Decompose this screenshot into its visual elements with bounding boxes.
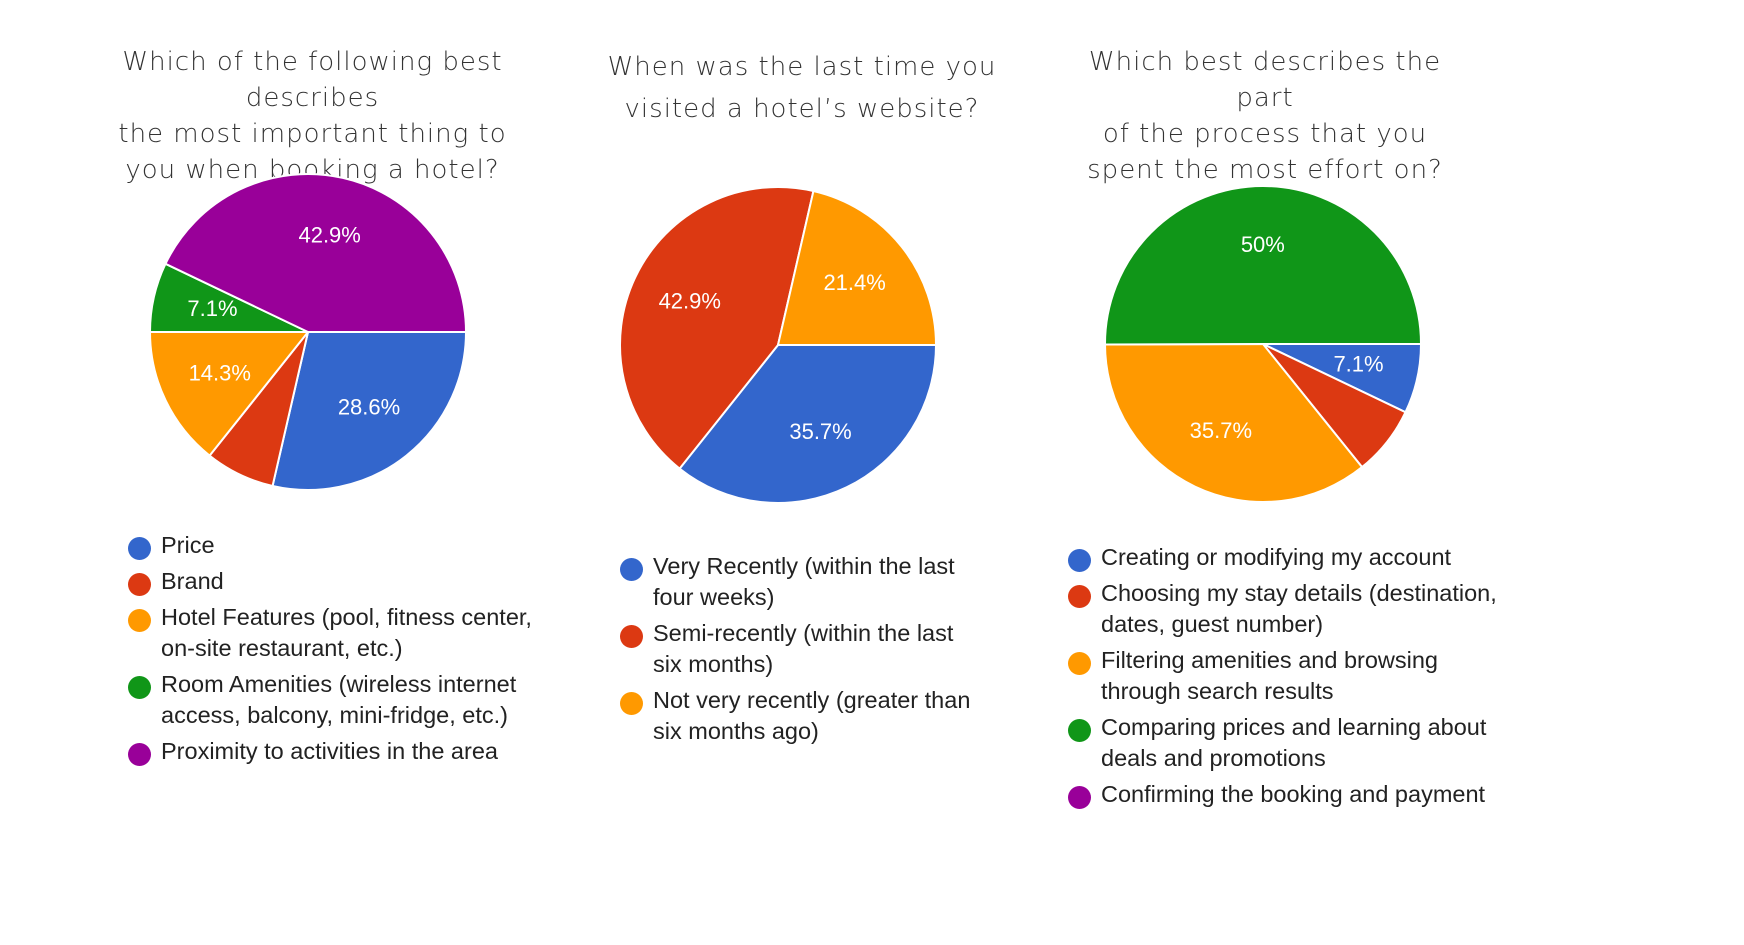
slice-value-label-not-very-recently-greater-than-six-month: 21.4% xyxy=(823,270,885,295)
legend-label: Creating or modifying my account xyxy=(1101,544,1452,570)
legend-swatch xyxy=(1068,585,1091,608)
legend-label: Price xyxy=(161,532,215,558)
legend-label: Room Amenities (wireless internet access… xyxy=(161,671,517,728)
chart-panel-3: Which best describes the part of the pro… xyxy=(1010,0,1744,945)
slice-value-label-comparing-prices-and-learning-about-deal: 50% xyxy=(1241,232,1285,257)
legend-swatch xyxy=(128,676,151,699)
slice-value-label-very-recently-within-the-last-four-weeks: 35.7% xyxy=(789,419,851,444)
legend-label: Not very recently (greater than six mont… xyxy=(653,687,971,744)
legend-swatch xyxy=(128,573,151,596)
legend-label: Filtering amenities and browsing through… xyxy=(1101,647,1438,704)
pie-slice-semi-recently-within-the-last-six-months xyxy=(619,186,815,471)
chart-legend: Creating or modifying my account Choosing… xyxy=(1068,542,1498,815)
chart-panel-2: When was the last time you visited a hot… xyxy=(600,0,1010,945)
legend-item: Comparing prices and learning about deal… xyxy=(1068,712,1498,774)
pie-slice-proximity-to-activities-in-the-area xyxy=(164,173,468,333)
legend-swatch xyxy=(1068,652,1091,675)
slice-value-label-proximity-to-activities-in-the-area: 42.9% xyxy=(298,222,360,247)
legend-swatch xyxy=(1068,786,1091,809)
slice-value-label-hotel-features-pool-fitness-center-on-si: 14.3% xyxy=(189,360,251,385)
pie-slice-filtering-amenities-and-browsing-through xyxy=(1103,342,1364,503)
legend-item: Choosing my stay details (destination, d… xyxy=(1068,578,1498,640)
legend-swatch xyxy=(620,625,643,648)
pie-slice-hotel-features-pool-fitness-center-on-si xyxy=(148,331,311,458)
slice-value-label-creating-or-modifying-my-account: 7.1% xyxy=(1333,352,1383,377)
legend-item: Proximity to activities in the area xyxy=(128,736,538,767)
legend-item: Filtering amenities and browsing through… xyxy=(1068,645,1498,707)
legend-label: Very Recently (within the last four week… xyxy=(653,553,955,610)
chart-legend: Price Brand Hotel Features (pool, fitness … xyxy=(128,530,538,772)
chart-panel-1: Which of the following best describes th… xyxy=(0,0,600,945)
legend-item: Creating or modifying my account xyxy=(1068,542,1498,573)
pie-chart: 28.6% 14.3% 7.1% 42.9% xyxy=(148,173,468,491)
slice-value-label-price: 28.6% xyxy=(338,394,400,419)
legend-label: Comparing prices and learning about deal… xyxy=(1101,714,1487,771)
slice-value-label-semi-recently-within-the-last-six-months: 42.9% xyxy=(659,288,721,313)
legend-item: Not very recently (greater than six mont… xyxy=(620,685,980,747)
legend-item: Confirming the booking and payment xyxy=(1068,779,1498,810)
legend-label: Hotel Features (pool, fitness center, on… xyxy=(161,604,532,661)
legend-swatch xyxy=(620,692,643,715)
legend-swatch xyxy=(128,743,151,766)
slice-value-label-filtering-amenities-and-browsing-through: 35.7% xyxy=(1190,418,1252,443)
legend-label: Semi-recently (within the last six month… xyxy=(653,620,954,677)
legend-item: Semi-recently (within the last six month… xyxy=(620,618,980,680)
legend-label: Brand xyxy=(161,568,224,594)
legend-label: Choosing my stay details (destination, d… xyxy=(1101,580,1497,637)
chart-legend: Very Recently (within the last four week… xyxy=(620,551,980,752)
chart-title: Which of the following best describes th… xyxy=(118,47,507,185)
legend-label: Proximity to activities in the area xyxy=(161,738,498,764)
slice-value-label-room-amenities-wireless-internet-access-: 7.1% xyxy=(187,296,237,321)
chart-title: When was the last time you visited a hot… xyxy=(607,52,997,124)
pie-slice-very-recently-within-the-last-four-weeks xyxy=(678,344,938,504)
pie-slice-price xyxy=(271,331,468,491)
legend-swatch xyxy=(128,537,151,560)
legend-swatch xyxy=(620,558,643,581)
legend-swatch xyxy=(1068,719,1091,742)
chart-title: Which best describes the part of the pro… xyxy=(1087,47,1443,185)
legend-item: Hotel Features (pool, fitness center, on… xyxy=(128,602,538,664)
legend-item: Price xyxy=(128,530,538,561)
pie-chart: 7.1% 35.7% 50% xyxy=(1103,185,1423,503)
pie-slice-comparing-prices-and-learning-about-deal xyxy=(1104,185,1423,346)
legend-item: Brand xyxy=(128,566,538,597)
legend-swatch xyxy=(128,609,151,632)
legend-swatch xyxy=(1068,549,1091,572)
legend-item: Room Amenities (wireless internet access… xyxy=(128,669,538,731)
pie-chart: 35.7% 42.9% 21.4% xyxy=(619,186,938,504)
pie-slice-not-very-recently-greater-than-six-month xyxy=(776,189,938,346)
legend-label: Confirming the booking and payment xyxy=(1101,781,1486,807)
legend-item: Very Recently (within the last four week… xyxy=(620,551,980,613)
